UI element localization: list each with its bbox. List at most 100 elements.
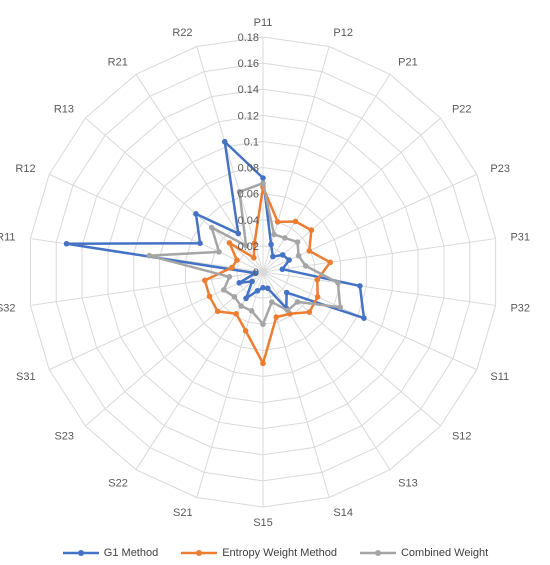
- category-label: S14: [333, 507, 353, 519]
- data-point: [279, 266, 286, 273]
- category-label: P12: [333, 27, 353, 39]
- axis-spoke: [135, 74, 264, 273]
- data-point: [251, 254, 257, 261]
- data-point: [270, 253, 276, 260]
- data-point: [233, 310, 239, 317]
- data-point: [283, 289, 290, 296]
- data-point: [251, 240, 258, 246]
- category-label: R12: [15, 163, 35, 175]
- data-point: [361, 315, 367, 321]
- tick-label: 0: [253, 267, 259, 279]
- tick-label: 0.06: [238, 189, 259, 201]
- data-point: [282, 235, 288, 241]
- legend-item-combined: Combined Weight: [359, 545, 488, 561]
- data-point: [292, 218, 299, 225]
- data-point: [242, 328, 249, 334]
- data-point: [193, 211, 199, 217]
- axis-spoke: [262, 238, 496, 273]
- category-label: P11: [254, 17, 273, 29]
- axis-spoke: [49, 271, 264, 371]
- legend: G1 Method Entropy Weight Method Combined…: [0, 545, 550, 561]
- radar-axes: [30, 37, 496, 507]
- axis-spoke: [262, 117, 441, 273]
- axis-spoke: [262, 271, 391, 470]
- data-point: [335, 279, 341, 286]
- data-point: [221, 287, 227, 293]
- tick-label: 0.18: [238, 32, 259, 44]
- axis-spoke: [262, 271, 330, 498]
- data-point: [226, 240, 233, 246]
- data-point: [197, 240, 203, 247]
- data-point: [271, 231, 277, 238]
- data-point: [208, 224, 215, 231]
- axis-spoke: [135, 271, 264, 470]
- radar-chart: 0 0.02 0.04 0.06 0.08 0.1 0.12 0.14 0.16 0.18 P11…: [0, 17, 530, 529]
- data-point: [243, 242, 249, 249]
- category-label: R22: [172, 27, 192, 39]
- data-point: [306, 309, 313, 315]
- category-label: S32: [0, 303, 16, 315]
- data-point: [231, 293, 238, 300]
- axis-spoke: [196, 46, 264, 273]
- category-label: P22: [452, 103, 472, 115]
- data-point: [308, 227, 315, 233]
- category-label: S15: [253, 517, 273, 529]
- data-point: [221, 138, 228, 145]
- data-point: [268, 241, 274, 248]
- data-point: [260, 175, 266, 181]
- tick-label: 0.08: [238, 163, 259, 175]
- radar-series: [63, 138, 367, 367]
- data-point: [294, 239, 301, 245]
- category-label: S31: [16, 371, 36, 383]
- legend-swatch-combined: [359, 550, 396, 556]
- category-label: S11: [490, 371, 509, 383]
- data-point: [249, 278, 255, 285]
- data-point: [63, 240, 70, 247]
- legend-swatch-g1: [62, 550, 99, 556]
- axis-spoke: [49, 173, 264, 273]
- legend-item-g1: G1 Method: [62, 545, 158, 561]
- tick-label: 0.16: [238, 58, 259, 70]
- data-point: [206, 293, 213, 300]
- data-point: [294, 299, 301, 305]
- category-label: P23: [490, 163, 510, 175]
- tick-label: 0.02: [238, 241, 259, 253]
- axis-spoke: [262, 46, 330, 273]
- legend-label-g1: G1 Method: [103, 547, 159, 559]
- axis-spoke: [262, 271, 496, 306]
- category-label: S13: [398, 477, 418, 489]
- tick-label: 0.04: [238, 215, 259, 227]
- data-point: [252, 270, 259, 276]
- tick-label: 0.12: [238, 110, 259, 122]
- data-point: [236, 189, 243, 195]
- data-point: [214, 308, 221, 315]
- axis-spoke: [85, 117, 264, 273]
- legend-label-entropy: Entropy Weight Method: [222, 547, 337, 559]
- data-point: [235, 230, 242, 237]
- category-label: P21: [398, 57, 418, 69]
- category-label: S12: [452, 431, 472, 443]
- data-point: [314, 277, 321, 283]
- data-point: [273, 314, 280, 320]
- axis-spoke: [262, 74, 391, 273]
- data-point: [295, 252, 302, 259]
- tick-label: 0.14: [238, 84, 259, 96]
- data-point: [216, 249, 222, 255]
- legend-swatch-entropy: [181, 550, 218, 556]
- tick-label: 0.1: [244, 136, 259, 148]
- data-point: [269, 299, 275, 305]
- category-label: R13: [54, 103, 74, 115]
- data-point: [264, 285, 271, 292]
- data-point: [260, 180, 266, 187]
- data-point: [306, 248, 313, 254]
- data-point: [234, 257, 240, 263]
- axis-spoke: [262, 271, 441, 427]
- axis-spoke: [30, 271, 264, 306]
- data-point: [248, 308, 255, 314]
- data-point: [229, 264, 235, 271]
- legend-item-entropy: Entropy Weight Method: [180, 545, 337, 561]
- category-labels: P11 P12 P21 P22 P23 P31 P32 S11 S12 S13 S14 S15 S21 S…: [0, 17, 530, 529]
- axis-spoke: [262, 271, 477, 371]
- category-label: R11: [0, 231, 16, 243]
- data-point: [243, 295, 249, 302]
